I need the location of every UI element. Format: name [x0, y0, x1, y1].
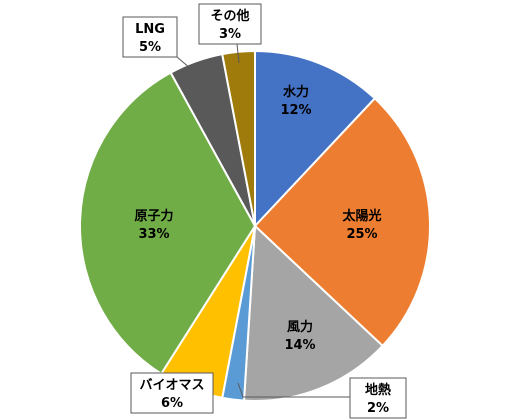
- slice-category-label: 太陽光: [341, 208, 381, 224]
- label-box-4: [130, 372, 214, 414]
- data-labels: 水力 12% 太陽光 25% 風力 14% 地熱 2% バイオマス 6% 原子力 33% LNG 5% その…: [122, 3, 407, 419]
- slice-category-label: バイオマス: [139, 378, 204, 393]
- slice-category-label: 地熱: [365, 382, 391, 398]
- slice-percent-label: 14%: [284, 338, 315, 353]
- pie-slice-2: [242, 223, 384, 402]
- pie-slices: [78, 49, 432, 402]
- leader-lines: [176, 43, 378, 398]
- slice-category-label: 水力: [283, 84, 309, 100]
- slice-percent-label: 6%: [161, 396, 183, 411]
- slice-percent-label: 3%: [219, 27, 241, 42]
- slice-percent-label: 12%: [280, 103, 311, 118]
- pie-slice-7: [221, 49, 256, 227]
- leader-line-7: [236, 43, 240, 64]
- pie-slice-0: [254, 49, 377, 229]
- label-box-6: [122, 16, 178, 58]
- slice-percent-label: 25%: [346, 227, 377, 242]
- slice-category-label: その他: [210, 8, 249, 24]
- leader-line-3: [237, 382, 378, 398]
- label-box-3: [349, 377, 407, 419]
- slice-category-label: LNG: [135, 22, 165, 37]
- slice-percent-label: 33%: [138, 227, 169, 242]
- slice-category-label: 原子力: [134, 208, 173, 224]
- slice-percent-label: 2%: [367, 401, 389, 416]
- slice-percent-label: 5%: [139, 40, 161, 55]
- leader-line-6: [176, 56, 198, 75]
- label-box-7: [198, 3, 262, 45]
- slice-category-label: 風力: [287, 319, 313, 335]
- pie-slice-1: [253, 97, 432, 348]
